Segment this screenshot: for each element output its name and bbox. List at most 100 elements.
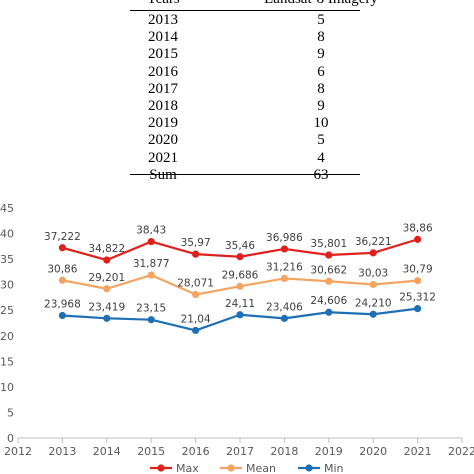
data-point-min xyxy=(236,311,244,319)
data-label-mean: 31,216 xyxy=(266,261,303,273)
table-row: Sum 63 xyxy=(130,167,360,184)
data-point-mean xyxy=(58,276,66,284)
data-point-mean xyxy=(325,277,333,285)
year-cell: 2020 xyxy=(148,132,178,149)
data-label-max: 35,801 xyxy=(310,238,347,250)
imagery-count-cell: 5 xyxy=(317,132,325,149)
table-row: 2020 5 xyxy=(130,132,360,149)
x-tick-label: 2014 xyxy=(93,445,121,458)
imagery-count-cell: 9 xyxy=(317,98,325,114)
table-header-rule xyxy=(130,10,360,11)
data-point-min xyxy=(103,314,111,322)
year-cell: 2016 xyxy=(148,63,178,80)
data-point-min xyxy=(147,316,155,324)
legend-label-mean: Mean xyxy=(246,462,276,474)
table-row: 2017 8 xyxy=(130,81,360,98)
data-label-min: 23,15 xyxy=(136,303,166,315)
data-point-min xyxy=(369,310,377,318)
data-label-max: 37,222 xyxy=(44,231,81,243)
y-tick-label: 15 xyxy=(0,355,14,368)
y-tick-label: 40 xyxy=(0,228,14,241)
data-point-mean xyxy=(280,274,288,283)
data-point-max xyxy=(369,249,377,257)
y-tick-label: 5 xyxy=(7,406,14,419)
data-point-mean xyxy=(369,280,377,289)
year-cell: 2018 xyxy=(148,98,178,114)
data-label-max: 34,822 xyxy=(88,243,125,255)
data-label-min: 23,406 xyxy=(266,301,303,313)
legend-label-max: Max xyxy=(176,462,199,474)
x-tick-label: 2015 xyxy=(137,445,165,458)
x-tick-label: 2022 xyxy=(448,445,474,458)
data-label-min: 24,210 xyxy=(355,297,392,309)
data-label-max: 38,43 xyxy=(136,225,166,237)
data-label-max: 35,46 xyxy=(225,240,255,252)
x-tick-label: 2020 xyxy=(359,445,387,458)
y-tick-label: 35 xyxy=(0,253,14,266)
data-label-min: 23,968 xyxy=(44,298,81,310)
data-point-max xyxy=(147,237,155,246)
x-tick-label: 2021 xyxy=(404,445,432,458)
table-bottom-rule xyxy=(130,174,360,175)
data-point-min xyxy=(325,308,333,316)
imagery-count-cell: 63 xyxy=(313,166,329,183)
data-label-min: 21,04 xyxy=(181,313,211,325)
imagery-count-cell: 8 xyxy=(317,80,325,97)
data-label-min: 24,11 xyxy=(225,298,255,310)
y-tick-label: 25 xyxy=(0,304,14,317)
imagery-count-cell: 6 xyxy=(317,63,325,80)
data-point-max xyxy=(414,235,422,243)
y-tick-label: 20 xyxy=(0,330,14,343)
imagery-count-cell: 9 xyxy=(317,46,325,63)
data-label-mean: 29,686 xyxy=(222,269,259,281)
table-row: 2016 6 xyxy=(130,64,360,81)
table-header-row: Years Landsat-8 Imagery xyxy=(130,0,378,17)
x-tick-label: 2018 xyxy=(270,445,298,458)
year-cell: 2015 xyxy=(148,46,178,63)
x-tick-label: 2017 xyxy=(226,445,254,458)
data-label-min: 24,606 xyxy=(310,295,347,307)
data-point-mean xyxy=(192,290,200,299)
data-point-max xyxy=(280,245,288,253)
data-label-mean: 28,071 xyxy=(177,278,214,290)
imagery-table: Years Landsat-8 Imagery 2013520148201592… xyxy=(0,0,474,183)
year-cell: 2014 xyxy=(148,29,178,46)
y-tick-label: 45 xyxy=(0,202,14,215)
y-tick-label: 30 xyxy=(0,279,14,292)
legend-marker-mean xyxy=(227,464,235,472)
table-row: 2013 5 xyxy=(130,12,360,29)
table-row: 2018 9 xyxy=(130,98,360,115)
temperature-line-chart: 0 5 10 15 20 25 30 35 40 45 2012 2013 2014 2015 2016 20… xyxy=(0,202,474,474)
data-label-min: 25,312 xyxy=(399,292,436,304)
data-label-mean: 31,877 xyxy=(133,258,170,270)
data-point-max xyxy=(236,253,244,261)
legend-label-min: Min xyxy=(324,462,344,474)
data-label-min: 23,419 xyxy=(88,301,125,313)
year-cell: 2019 xyxy=(148,115,178,132)
data-label-mean: 30,86 xyxy=(47,263,77,275)
imagery-count-cell: 10 xyxy=(313,115,329,132)
table-row: 2019 10 xyxy=(130,115,360,132)
data-point-max xyxy=(103,256,111,264)
data-label-max: 36,986 xyxy=(266,232,303,244)
data-label-mean: 30,03 xyxy=(358,268,388,280)
data-label-max: 38,86 xyxy=(403,222,433,234)
data-label-mean: 30,79 xyxy=(403,264,433,276)
data-point-max xyxy=(325,251,333,259)
data-point-max xyxy=(58,244,66,252)
data-point-max xyxy=(192,250,200,258)
year-cell: 2021 xyxy=(148,149,178,166)
year-cell: Sum xyxy=(149,166,177,183)
data-label-mean: 30,662 xyxy=(310,264,347,276)
data-label-max: 36,221 xyxy=(355,236,392,248)
table-row: 2014 8 xyxy=(130,29,360,46)
table-row: 2015 9 xyxy=(130,46,360,63)
data-point-min xyxy=(192,326,200,335)
x-tick-label: 2016 xyxy=(182,445,210,458)
data-point-min xyxy=(58,311,66,320)
x-tick-label: 2012 xyxy=(4,445,32,458)
year-cell: 2017 xyxy=(148,80,178,97)
imagery-count-cell: 8 xyxy=(317,29,325,46)
data-point-mean xyxy=(147,271,155,279)
x-tick-label: 2019 xyxy=(315,445,343,458)
